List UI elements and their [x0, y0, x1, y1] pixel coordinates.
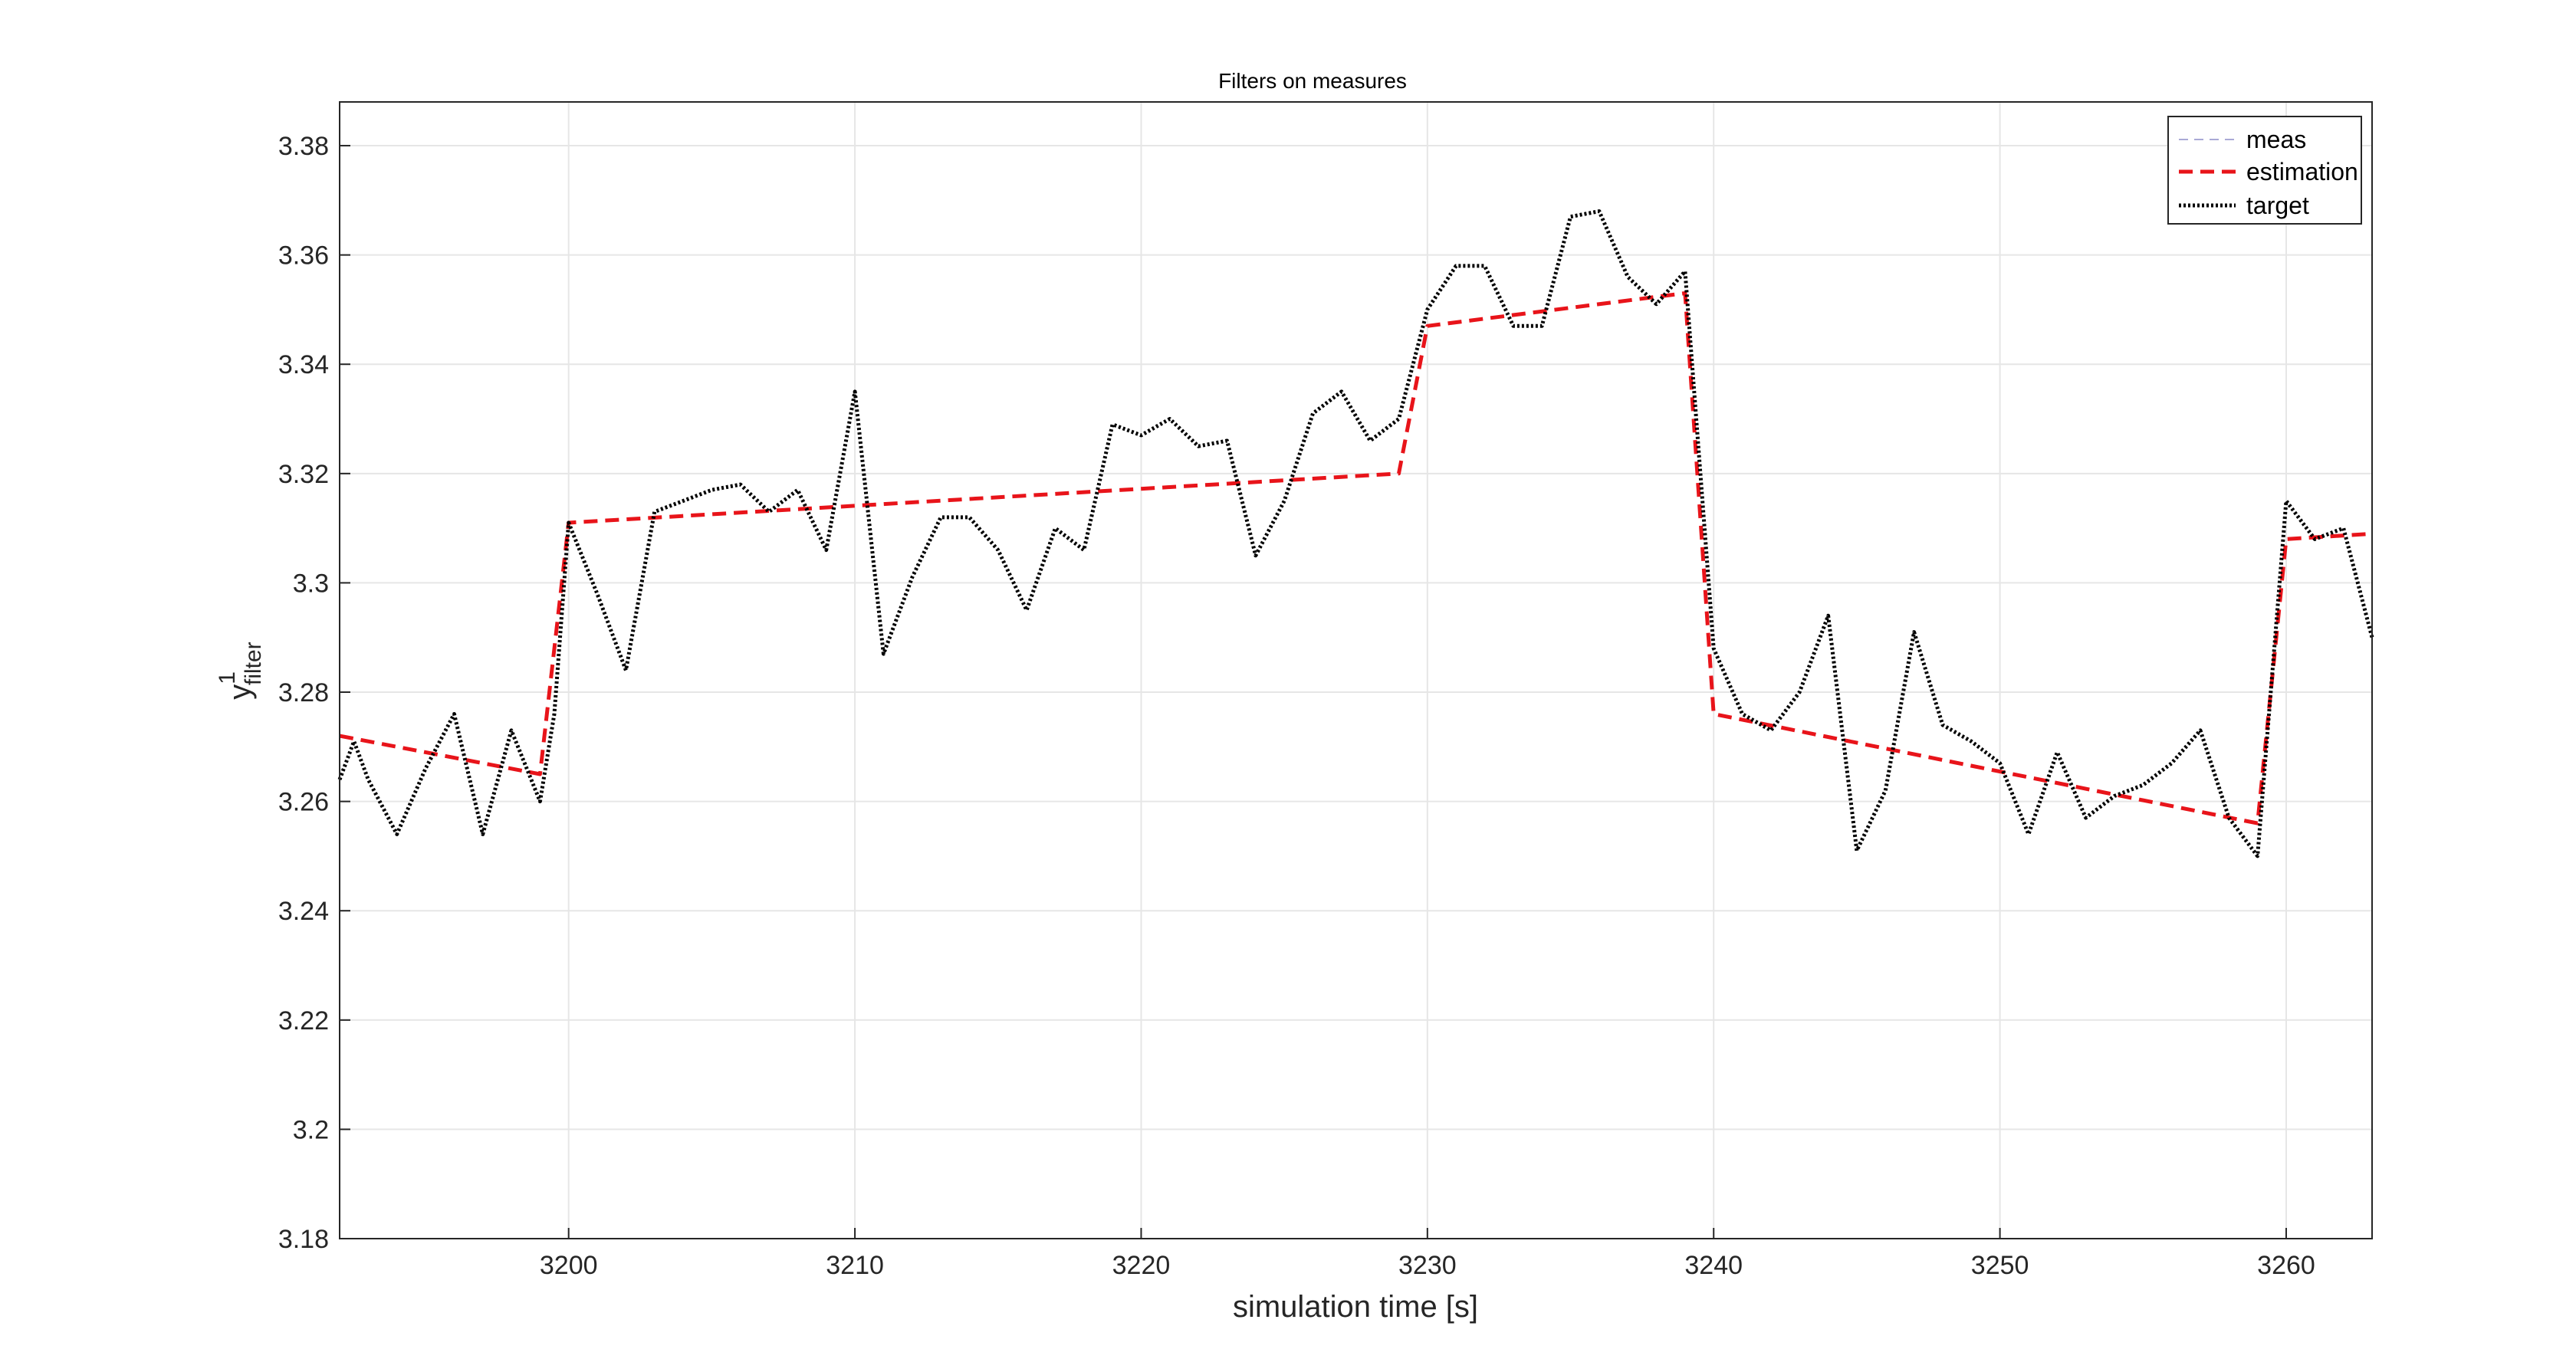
series-line-estimation — [339, 291, 2373, 825]
x-tick-label: 3240 — [1684, 1251, 1743, 1280]
y-axis-title: y1filter — [215, 642, 266, 699]
x-tick-label: 3260 — [2257, 1251, 2315, 1280]
y-tick-label: 3.24 — [278, 897, 329, 926]
legend-label-meas: meas — [2246, 126, 2306, 153]
y-tick-label: 3.34 — [278, 350, 329, 379]
x-tick-label: 3250 — [1971, 1251, 2029, 1280]
y-tick-label: 3.28 — [278, 678, 329, 707]
y-tick-label: 3.38 — [278, 132, 329, 161]
y-tick-label: 3.36 — [278, 241, 329, 271]
chart-title: Filters on measures — [1218, 69, 1407, 93]
legend: meas estimation target — [2167, 116, 2362, 225]
series-line-target — [337, 209, 2374, 858]
legend-label-estimation: estimation — [2246, 158, 2358, 185]
legend-label-target: target — [2246, 192, 2309, 219]
y-tick-label: 3.3 — [293, 569, 329, 598]
y-tick-label: 3.32 — [278, 460, 329, 489]
y-tick-label: 3.26 — [278, 788, 329, 817]
y-tick-label: 3.18 — [278, 1225, 329, 1254]
y-axis-title-base: y — [223, 684, 257, 700]
y-axis-title-subscript: filter — [241, 642, 266, 685]
x-tick-label: 3210 — [826, 1251, 884, 1280]
x-axis-title: simulation time [s] — [1233, 1290, 1478, 1324]
data-series — [337, 209, 2374, 858]
y-axis-title-superscript: 1 — [215, 671, 240, 684]
y-tick-label: 3.22 — [278, 1006, 329, 1036]
x-tick-label: 3200 — [540, 1251, 598, 1280]
x-tick-label: 3220 — [1112, 1251, 1171, 1280]
x-tick-label: 3230 — [1398, 1251, 1457, 1280]
y-tick-label: 3.2 — [293, 1115, 329, 1144]
axis-ticks: 3200 3210 3220 3230 3240 3250 3260 3.18 3.2 3.22 3… — [278, 132, 2315, 1280]
plot-area-frame — [339, 101, 2373, 1239]
